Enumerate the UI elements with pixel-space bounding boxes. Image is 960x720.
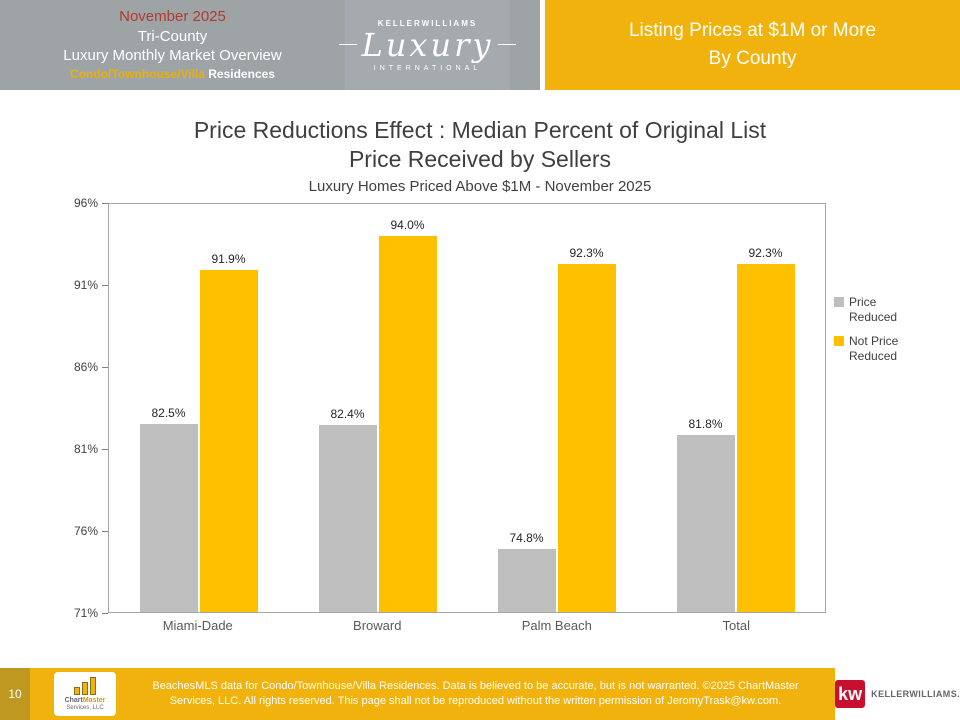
bar-group: 82.5% 91.9%: [139, 204, 258, 612]
bar-value-label: 82.5%: [151, 405, 186, 420]
legend-swatch: [834, 335, 844, 346]
y-tick-label: 81%: [73, 441, 109, 456]
bar: [557, 263, 616, 612]
bar-value-label: 94.0%: [390, 218, 425, 233]
kw-wordmark: KELLERWILLIAMS.: [871, 689, 960, 699]
chart-legend: Price Reduced Not Price Reduced: [826, 203, 946, 613]
chart-title: Price Reductions Effect : Median Percent…: [193, 117, 767, 172]
bar: [199, 270, 258, 612]
header-region: Tri-County: [137, 27, 208, 45]
gold-banner-line2: By County: [708, 48, 797, 69]
bar-group: 74.8% 92.3%: [497, 204, 616, 612]
bar-chart-icon: [74, 676, 96, 695]
y-tick-label: 91%: [73, 277, 109, 292]
legend-swatch: [834, 296, 844, 307]
footer-disclaimer: BeachesMLS data for Condo/Townhouse/Vill…: [116, 679, 835, 710]
bar: [378, 236, 437, 612]
chartmaster-name: ChartMaster: [64, 696, 106, 704]
bar-value-label: 81.8%: [688, 417, 723, 432]
gold-banner-line1: Listing Prices at $1M or More: [628, 19, 877, 41]
kw-luxury-logo-top-text: KELLERWILLIAMS: [377, 18, 478, 28]
bar-wrap: 82.4%: [318, 204, 377, 612]
disclaimer-line1: BeachesMLS data for Condo/Townhouse/Vill…: [152, 679, 799, 692]
bar-wrap: 74.8%: [497, 204, 556, 612]
y-tick-label: 86%: [73, 359, 109, 374]
chartmaster-subtext: Services, LLC: [66, 704, 104, 711]
bar-wrap: 81.8%: [676, 204, 735, 612]
header-segment-rest: Residences: [204, 67, 275, 82]
category-label: Miami-Dade: [162, 617, 233, 633]
bar-wrap: 92.3%: [736, 204, 795, 612]
bar: [736, 263, 795, 612]
bar-groups: 82.5% 91.9% 82.4% 94.0% 74.8% 92.3% 81.8% 92.3%: [109, 204, 825, 612]
bar-wrap: 94.0%: [378, 204, 437, 612]
logo-left-rule: [338, 44, 357, 45]
y-tick-label: 71%: [73, 605, 109, 620]
category-label: Total: [722, 617, 750, 633]
header-gold-banner: Listing Prices at $1M or More By County: [545, 0, 960, 90]
bar: [318, 425, 377, 612]
kw-luxury-logo: KELLERWILLIAMS Luxury INTERNATIONAL: [338, 0, 517, 90]
logo-right-rule: [498, 44, 517, 45]
bar: [139, 423, 198, 612]
bar-wrap: 82.5%: [139, 204, 198, 612]
disclaimer-line2: Services, LLC. All rights reserved. This…: [169, 695, 782, 707]
legend-item: Not Price Reduced: [834, 334, 946, 364]
category-label: Palm Beach: [521, 617, 592, 633]
legend-label: Price Reduced: [849, 294, 898, 324]
bar: [497, 549, 556, 612]
header-segment-highlight: Condo/Townhouse/Villa: [70, 67, 205, 82]
kw-luxury-logo-script-text: Luxury: [361, 25, 494, 64]
bar-value-label: 92.3%: [748, 245, 783, 260]
chart-section: Price Reductions Effect : Median Percent…: [0, 90, 960, 633]
footer-kw-logo-area: kw KELLERWILLIAMS.: [835, 668, 960, 720]
footer-gold-bar: ChartMaster Services, LLC BeachesMLS dat…: [30, 668, 835, 720]
header-segment: Condo/Townhouse/Villa Residences: [70, 67, 275, 83]
kw-luxury-logo-script-row: Luxury: [338, 25, 517, 64]
bar-value-label: 92.3%: [569, 245, 604, 260]
chart-subtitle: Luxury Homes Priced Above $1M - November…: [308, 177, 652, 195]
bar: [676, 435, 735, 612]
category-label: Broward: [353, 617, 402, 633]
footer: 10 ChartMaster Services, LLC BeachesMLS …: [0, 668, 960, 720]
category-labels: Miami-Dade Broward Palm Beach Total: [108, 618, 826, 633]
kw-logo-icon: kw: [835, 680, 866, 708]
legend-label: Not Price Reduced: [849, 333, 899, 363]
plot-area: 82.5% 91.9% 82.4% 94.0% 74.8% 92.3% 81.8% 92.3%: [108, 202, 826, 613]
page-number: 10: [0, 668, 30, 720]
header-date: November 2025: [119, 7, 226, 25]
header-report-title: Luxury Monthly Market Overview: [63, 47, 282, 65]
bar-group: 81.8% 92.3%: [676, 204, 795, 612]
y-tick-label: 76%: [73, 523, 109, 538]
bar-group: 82.4% 94.0%: [318, 204, 437, 612]
chart-row: 96% 91% 86% 81% 76% 71% 82.5% 91.9% 82.4% 94.0% 7…: [58, 196, 960, 620]
y-tick-label: 96%: [73, 195, 109, 210]
bar-value-label: 82.4%: [330, 407, 365, 422]
kw-luxury-logo-bottom-text: INTERNATIONAL: [373, 64, 482, 72]
bar-wrap: 92.3%: [557, 204, 616, 612]
bar-value-label: 74.8%: [509, 531, 544, 546]
legend-item: Price Reduced: [834, 295, 946, 325]
y-axis: 96% 91% 86% 81% 76% 71%: [58, 196, 109, 620]
header-text-block: November 2025 Tri-County Luxury Monthly …: [0, 0, 345, 90]
bar-value-label: 91.9%: [211, 252, 246, 267]
chartmaster-logo: ChartMaster Services, LLC: [54, 672, 116, 716]
bar-wrap: 91.9%: [199, 204, 258, 612]
header: November 2025 Tri-County Luxury Monthly …: [0, 0, 960, 90]
